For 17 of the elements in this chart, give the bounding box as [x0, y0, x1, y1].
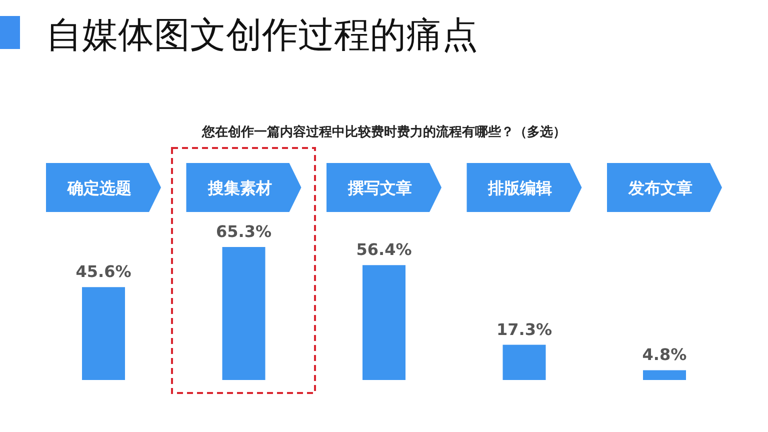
bar — [82, 287, 125, 380]
data-label: 65.3% — [216, 222, 272, 241]
bar — [362, 265, 406, 380]
data-label: 17.3% — [496, 320, 552, 339]
data-label: 45.6% — [76, 262, 132, 282]
x-tick-label: 搜集素材 — [206, 178, 272, 198]
x-tick-label: 排版编辑 — [487, 178, 552, 198]
data-label: 56.4% — [356, 240, 412, 260]
bar — [643, 370, 686, 380]
bar — [222, 247, 266, 380]
data-label: 4.8% — [642, 345, 687, 364]
x-tick-label: 确定选题 — [66, 178, 132, 198]
x-tick-label: 发布文章 — [628, 178, 692, 198]
x-tick-label: 撰写文章 — [347, 178, 412, 198]
bar — [502, 344, 546, 380]
chart-subtitle: 您在创作一篇内容过程中比较费时费力的流程有哪些？（多选） — [201, 124, 566, 140]
chart-title: 自媒体图文创作过程的痛点 — [46, 15, 478, 56]
